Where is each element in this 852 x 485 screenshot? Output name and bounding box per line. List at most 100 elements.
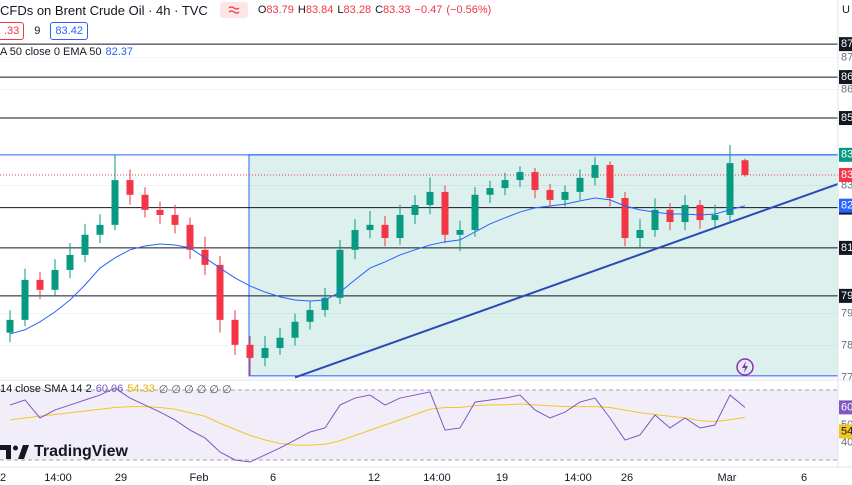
candle-body bbox=[6, 319, 14, 333]
change-pct: (−0.56%) bbox=[446, 4, 492, 16]
candle-body bbox=[336, 249, 344, 298]
candle-body bbox=[546, 190, 554, 200]
candle-body bbox=[456, 229, 464, 235]
y-tick-label: 79.00 bbox=[841, 307, 852, 319]
x-tick-label: Mar bbox=[718, 472, 737, 484]
candle-body bbox=[621, 197, 629, 238]
rsi-legend-text: 14 close SMA 14 2 bbox=[0, 383, 92, 395]
spread: 9 bbox=[34, 25, 41, 37]
buy-button[interactable]: 83.42 bbox=[50, 22, 88, 40]
pattern-box bbox=[248, 154, 839, 377]
candle-body bbox=[666, 209, 674, 222]
ohlc-close: 83.33 bbox=[383, 4, 411, 16]
level-label: 85.11 bbox=[841, 112, 852, 124]
ohlc-l: L bbox=[337, 4, 344, 16]
x-tick-label: 26 bbox=[621, 472, 633, 484]
alert-bolt bbox=[742, 361, 748, 373]
rsi-legend-extra: ∅ ∅ ∅ ∅ ∅ ∅ bbox=[158, 383, 232, 396]
compare-icon[interactable] bbox=[219, 2, 248, 18]
rsi-band bbox=[0, 389, 838, 460]
candle-body bbox=[96, 224, 104, 235]
candle-body bbox=[81, 234, 89, 255]
candle-body bbox=[426, 191, 434, 206]
sell-button[interactable]: .33 bbox=[0, 22, 25, 40]
candle-body bbox=[366, 224, 374, 230]
candle-body bbox=[231, 319, 239, 345]
candle-body bbox=[501, 180, 509, 189]
x-tick-label: 14:00 bbox=[44, 472, 72, 484]
level-label-bg bbox=[839, 288, 852, 303]
level-label: 81.05 bbox=[841, 242, 852, 254]
rsi-line bbox=[9, 387, 746, 463]
ema-line bbox=[9, 197, 746, 335]
x-tick-label: 14:00 bbox=[564, 472, 592, 484]
candle-body bbox=[471, 194, 479, 230]
ohlc-high: 83.84 bbox=[305, 4, 334, 16]
candle-body bbox=[651, 209, 659, 230]
candle-body bbox=[576, 177, 584, 192]
ohlc-h: H bbox=[297, 4, 306, 16]
ema-label: 82.37 bbox=[841, 200, 852, 212]
candle-body bbox=[261, 348, 269, 358]
y-tick-label: 86.00 bbox=[841, 83, 852, 95]
candle-body bbox=[171, 214, 179, 225]
axis-corner: U bbox=[842, 4, 850, 16]
x-tick-label: 2 bbox=[0, 472, 6, 484]
ema-legend-value: 82.37 bbox=[105, 46, 134, 58]
brand-logo[interactable]: TradingView bbox=[0, 442, 128, 462]
brand-text: TradingView bbox=[34, 443, 128, 460]
rsi-sma-label-bg bbox=[839, 424, 852, 439]
x-tick-label: Feb bbox=[190, 472, 209, 484]
ema-label-bg bbox=[839, 198, 852, 213]
candle-body bbox=[111, 180, 119, 225]
level-label: 86.39 bbox=[841, 71, 852, 83]
candle-body bbox=[156, 209, 164, 215]
rsi-value-label-bg bbox=[839, 400, 852, 415]
candle-body bbox=[726, 163, 734, 215]
rsi-legend: 14 close SMA 14 2 60.06 54.33 ∅ ∅ ∅ ∅ ∅ … bbox=[0, 382, 232, 396]
x-tick-label: 6 bbox=[270, 472, 276, 484]
trade-row: .33 9 83.42 bbox=[0, 22, 88, 40]
pattern-top-label-bg bbox=[839, 147, 852, 162]
candle-body bbox=[441, 191, 449, 235]
last-price-label: 83.33 bbox=[841, 169, 852, 181]
level-label-bg bbox=[839, 37, 852, 52]
ema-legend: A 50 close 0 EMA 50 82.37 bbox=[0, 45, 133, 59]
x-tick-label: 29 bbox=[115, 472, 127, 484]
rsi-sma-label: 54.33 bbox=[841, 425, 852, 437]
brand-icon bbox=[0, 445, 29, 459]
pattern-top-label: 83.96 bbox=[841, 149, 852, 161]
rsi-sma-legend-value: 54.33 bbox=[127, 383, 155, 395]
candle-body bbox=[276, 337, 284, 349]
y-tick-label: 87.00 bbox=[841, 51, 852, 63]
candle-body bbox=[306, 309, 314, 322]
candle-body bbox=[51, 269, 59, 290]
candle-body bbox=[351, 229, 359, 250]
candle-body bbox=[126, 180, 134, 195]
x-tick-label: 12 bbox=[368, 472, 380, 484]
candle-body bbox=[561, 191, 569, 200]
candle-body bbox=[381, 224, 389, 238]
candle-body bbox=[216, 264, 224, 320]
candle-body bbox=[246, 344, 254, 358]
header: CFDs on Brent Crude Oil · 4h · TVC O 83.7… bbox=[0, 2, 491, 18]
ohlc-open: 83.79 bbox=[266, 4, 294, 16]
candle-body bbox=[531, 172, 539, 190]
y-tick-label: 78.00 bbox=[841, 339, 852, 351]
candle-body bbox=[486, 188, 494, 195]
x-tick-label: 6 bbox=[801, 472, 807, 484]
candle-body bbox=[606, 165, 614, 198]
candle-body bbox=[186, 224, 194, 250]
y-tick-label: 83.00 bbox=[841, 179, 852, 191]
candle-body bbox=[66, 254, 74, 270]
candle-body bbox=[396, 214, 404, 238]
candle-body bbox=[591, 165, 599, 178]
candle-body bbox=[741, 160, 749, 175]
last-price-label-bg bbox=[839, 167, 852, 182]
symbol-title: CFDs on Brent Crude Oil · 4h · TVC bbox=[0, 2, 208, 18]
level-label: 79.55 bbox=[841, 290, 852, 302]
candle-body bbox=[516, 172, 524, 181]
x-tick-label: 19 bbox=[496, 472, 508, 484]
